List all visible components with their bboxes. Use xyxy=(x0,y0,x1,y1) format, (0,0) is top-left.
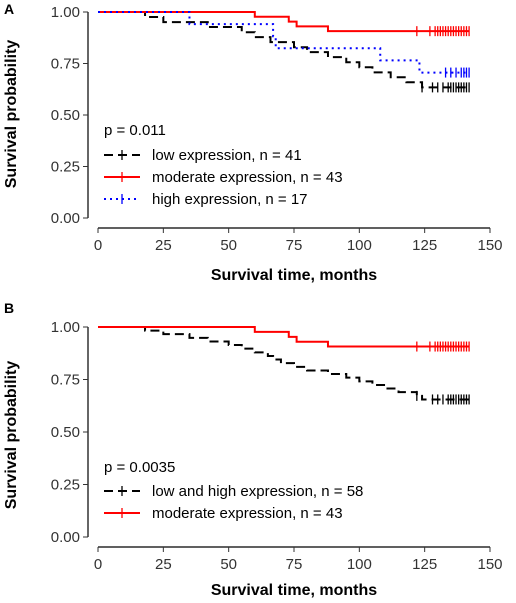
y-axis-title: Survival probability xyxy=(3,40,20,189)
y-tick-label: 0.25 xyxy=(51,159,80,176)
survival-curve xyxy=(98,326,470,401)
survival-curves xyxy=(98,11,470,93)
legend: low and high expression, n = 58 moderate … xyxy=(104,483,363,522)
km-plot-panel-a: A 0 25 50 75 100 125 150 0.00 0.25 0.50 0.75 1.00 l… xyxy=(0,0,516,300)
km-plot-a: A 0 25 50 75 100 125 150 0.00 0.25 0.50 0.75 1.00 l… xyxy=(3,1,503,284)
x-axis-title: Survival time, months xyxy=(211,582,377,599)
panel-label: B xyxy=(4,303,14,316)
y-tick-label: 0.50 xyxy=(51,107,80,124)
survival-curve xyxy=(98,11,470,89)
axes: 0 25 50 75 100 125 150 0.00 0.25 0.50 0.75 1.00 xyxy=(51,319,503,573)
x-axis-title: Survival time, months xyxy=(211,267,377,284)
survival-curve xyxy=(98,11,470,33)
km-plot-panel-b: B 0 25 50 75 100 125 150 0.00 0.25 0.50 0.75 1.00 l… xyxy=(0,303,516,603)
legend-item: low expression, n = 41 xyxy=(104,147,302,164)
legend-item: high expression, n = 17 xyxy=(104,191,308,208)
y-tick-label: 0.25 xyxy=(51,477,80,494)
x-tick-label: 125 xyxy=(412,556,437,573)
x-tick-label: 125 xyxy=(412,237,437,254)
survival-curve xyxy=(98,326,470,348)
legend: low expression, n = 41 moderate expressio… xyxy=(104,147,343,208)
y-tick-label: 0.00 xyxy=(51,210,80,227)
legend-item: moderate expression, n = 43 xyxy=(104,505,343,522)
y-axis-title: Survival probability xyxy=(3,361,20,510)
legend-label: low and high expression, n = 58 xyxy=(152,483,363,500)
y-tick-label: 1.00 xyxy=(51,4,80,21)
x-tick-label: 75 xyxy=(286,556,303,573)
survival-curves xyxy=(98,326,470,405)
panel-label: A xyxy=(4,1,14,17)
y-tick-label: 0.75 xyxy=(51,372,80,389)
x-tick-label: 0 xyxy=(94,237,102,254)
legend-label: low expression, n = 41 xyxy=(152,147,302,164)
x-tick-label: 50 xyxy=(220,556,237,573)
x-tick-label: 50 xyxy=(220,237,237,254)
legend-item: moderate expression, n = 43 xyxy=(104,169,343,186)
x-tick-label: 100 xyxy=(347,556,372,573)
series-1-curve-group xyxy=(98,326,470,352)
legend-label: moderate expression, n = 43 xyxy=(152,169,343,186)
legend-label: moderate expression, n = 43 xyxy=(152,505,343,522)
x-tick-label: 75 xyxy=(286,237,303,254)
x-tick-label: 25 xyxy=(155,237,172,254)
x-tick-label: 150 xyxy=(477,237,502,254)
y-tick-label: 0.75 xyxy=(51,56,80,73)
x-tick-label: 150 xyxy=(477,556,502,573)
series-1-curve-group xyxy=(98,11,470,37)
series-2-curve-group xyxy=(98,11,470,78)
km-plot-b: B 0 25 50 75 100 125 150 0.00 0.25 0.50 0.75 1.00 l… xyxy=(3,303,503,599)
y-tick-label: 1.00 xyxy=(51,319,80,336)
axes: 0 25 50 75 100 125 150 0.00 0.25 0.50 0.75 1.00 xyxy=(51,4,503,254)
x-tick-label: 0 xyxy=(94,556,102,573)
legend-item: low and high expression, n = 58 xyxy=(104,483,363,500)
series-0-curve-group xyxy=(98,11,470,93)
legend-label: high expression, n = 17 xyxy=(152,191,308,208)
p-value-annotation: p = 0.0035 xyxy=(104,459,175,476)
series-0-curve-group xyxy=(98,326,470,405)
y-tick-label: 0.00 xyxy=(51,529,80,546)
y-tick-label: 0.50 xyxy=(51,424,80,441)
p-value-annotation: p = 0.011 xyxy=(104,122,166,139)
x-tick-label: 25 xyxy=(155,556,172,573)
x-tick-label: 100 xyxy=(347,237,372,254)
